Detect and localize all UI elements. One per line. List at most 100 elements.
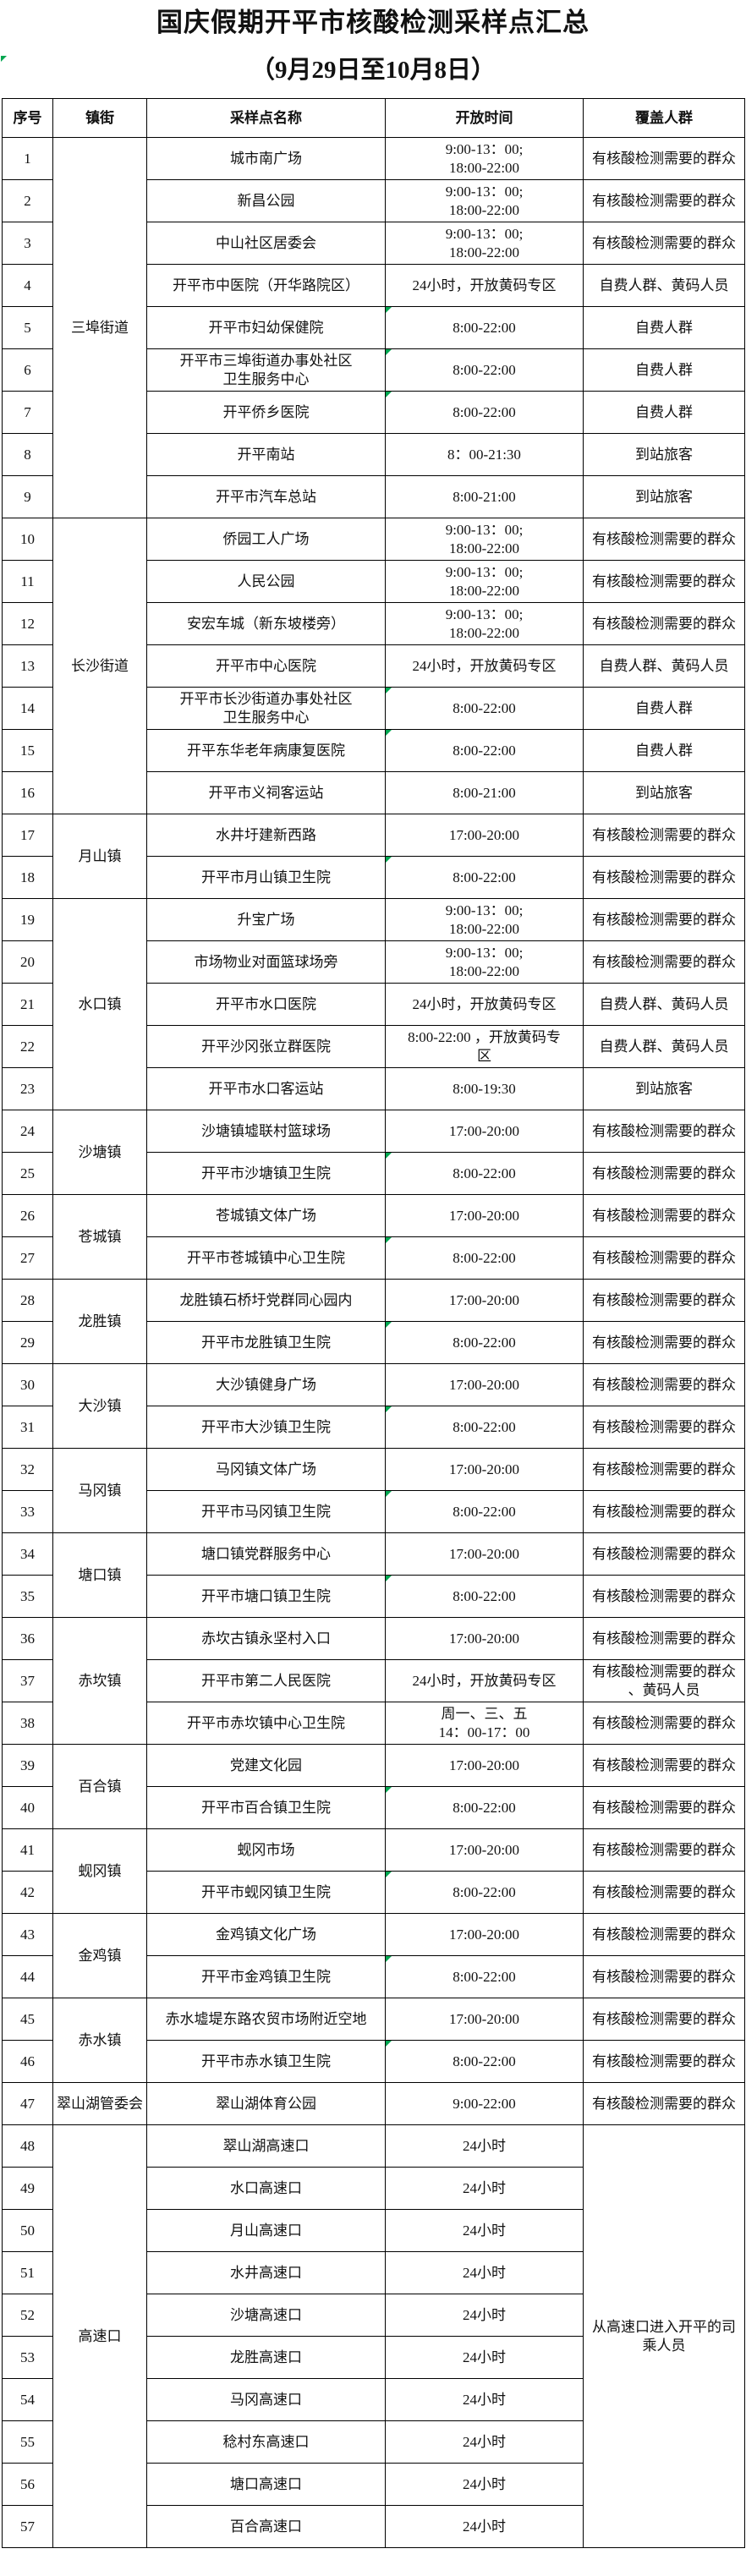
covered-group-cell: 有核酸检测需要的群众: [583, 2040, 745, 2083]
cell-text-line: 卫生服务中心: [222, 370, 310, 387]
open-time-cell: 24小时，开放黄码专区: [385, 1659, 584, 1702]
site-name-cell: 新昌公园: [146, 179, 386, 222]
town-cell: 龙胜镇: [52, 1279, 147, 1364]
cell-text-line: 有核酸检测需要的群众: [592, 1503, 736, 1520]
index-cell: 33: [2, 1490, 53, 1533]
cell-text-line: 有核酸检测需要的群众: [592, 2053, 736, 2069]
cell-text-line: 9:00-13：00;: [445, 902, 524, 918]
cell-text-line: 马冈镇文体广场: [216, 1461, 316, 1477]
index-cell: 40: [2, 1786, 53, 1829]
cell-text-line: 9:00-13：00;: [445, 944, 524, 961]
column-header-site-name: 采样点名称: [146, 98, 386, 138]
index-cell: 7: [2, 391, 53, 434]
site-name-cell: 沙塘高速口: [146, 2294, 386, 2337]
cell-text-line: 有核酸检测需要的群众: [592, 1376, 736, 1393]
table-row: 56 塘口高速口 24小时: [2, 2463, 745, 2506]
open-time-cell: 9:00-22:00: [385, 2082, 584, 2125]
cell-text-line: 乘人员: [642, 2337, 686, 2354]
cell-text-line: 有核酸检测需要的群众: [592, 1291, 736, 1308]
open-time-cell: 24小时: [385, 2124, 584, 2168]
cell-text-line: 中山社区居委会: [216, 234, 316, 251]
cell-text-line: 8:00-22:00: [453, 319, 516, 336]
table-row: 40 开平市百合镇卫生院 8:00-22:00 有核酸检测需要的群众: [2, 1786, 745, 1829]
index-cell: 21: [2, 983, 53, 1026]
page-title: 国庆假期开平市核酸检测采样点汇总: [156, 8, 590, 37]
cell-text-line: 有核酸检测需要的群众: [592, 1545, 736, 1562]
cell-text-line: 大沙镇健身广场: [216, 1376, 316, 1393]
index-cell: 47: [2, 2082, 53, 2125]
open-time-cell: 9:00-13：00; 18:00-22:00: [385, 602, 584, 645]
covered-group-cell: 有核酸检测需要的群众: [583, 179, 745, 222]
cell-text-line: 18:00-22:00: [448, 540, 520, 556]
index-cell: 13: [2, 644, 53, 688]
site-name-cell: 开平市塘口镇卫生院: [146, 1575, 386, 1618]
covered-group-cell: 自费人群: [583, 391, 745, 434]
cell-text-line: 24小时: [463, 2391, 506, 2408]
site-name-cell: 开平市月山镇卫生院: [146, 856, 386, 899]
cell-text-line: 有核酸检测需要的群众: [592, 1841, 736, 1858]
cell-text-line: 新昌公园: [237, 192, 295, 209]
covered-group-cell: 到站旅客: [583, 433, 745, 476]
table-row: 5 开平市妇幼保健院 8:00-22:00 自费人群: [2, 306, 745, 349]
site-name-cell: 水井圩建新西路: [146, 814, 386, 857]
open-time-cell: 17:00-20:00: [385, 1532, 584, 1576]
cell-text-line: 开平市义祠客运站: [208, 784, 324, 801]
cell-text-line: 自费人群、黄码人员: [599, 657, 729, 674]
cell-text-line: 赤水墟堤东路农贸市场附近空地: [165, 2010, 367, 2027]
covered-group-cell: 有核酸检测需要的群众: [583, 1321, 745, 1364]
cell-text-line: 开平市赤坎镇中心卫生院: [187, 1714, 345, 1731]
cell-text-line: 9:00-13：00;: [445, 225, 524, 242]
open-time-cell: 17:00-20:00: [385, 1448, 584, 1491]
cell-text-line: 17:00-20:00: [448, 1122, 520, 1139]
column-header-town: 镇街: [52, 98, 147, 138]
cell-text-line: 赤坎古镇永坚村入口: [201, 1630, 331, 1647]
cell-text-line: 水口高速口: [230, 2179, 302, 2196]
cell-text-line: 24小时，开放黄码专区: [412, 277, 557, 293]
open-time-cell: 24小时: [385, 2378, 584, 2421]
covered-group-cell: 有核酸检测需要的群众: [583, 1363, 745, 1406]
town-cell: 金鸡镇: [52, 1913, 147, 1998]
covered-group-merged-cell: 从高速口进入开平的司 乘人员: [583, 2124, 745, 2548]
cell-text-line: 开平市赤水镇卫生院: [201, 2053, 331, 2069]
index-cell: 11: [2, 560, 53, 603]
cell-text-line: 开平市汽车总站: [216, 488, 316, 505]
index-cell: 54: [2, 2378, 53, 2421]
cell-text-line: 18:00-22:00: [448, 624, 520, 641]
cell-text-line: 有核酸检测需要的群众: [592, 2010, 736, 2027]
town-cell: 马冈镇: [52, 1448, 147, 1533]
green-corner-marker-icon: [386, 1576, 392, 1581]
index-cell: 20: [2, 940, 53, 984]
cell-text-line: 月山高速口: [230, 2222, 302, 2239]
table-row: 23 开平市水口客运站 8:00-19:30 到站旅客: [2, 1067, 745, 1110]
site-name-cell: 赤水墟堤东路农贸市场附近空地: [146, 1998, 386, 2041]
town-cell: 月山镇: [52, 814, 147, 899]
green-corner-marker-icon: [386, 307, 392, 313]
covered-group-cell: 有核酸检测需要的群众: [583, 1913, 745, 1956]
site-name-cell: 开平市马冈镇卫生院: [146, 1490, 386, 1533]
table-row: 22 开平沙冈张立群医院 8:00-22:00 ，开放黄码专区自费人群、黄码人员: [2, 1025, 745, 1068]
table-row: 55 稔村东高速口 24小时: [2, 2420, 745, 2464]
site-name-cell: 龙胜高速口: [146, 2336, 386, 2379]
index-cell: 36: [2, 1617, 53, 1660]
cell-text-line: 有核酸检测需要的群众: [592, 1926, 736, 1943]
cell-text-line: 有核酸检测需要的群众: [592, 1663, 736, 1680]
town-cell: 翠山湖管委会: [52, 2082, 147, 2125]
covered-group-cell: 自费人群、黄码人员: [583, 1025, 745, 1068]
cell-text-line: 开平市中心医院: [216, 657, 316, 674]
table-row: 51 水井高速口 24小时: [2, 2251, 745, 2294]
column-header-index: 序号: [2, 98, 53, 138]
cell-text-line: 8:00-21:00: [453, 784, 516, 801]
open-time-cell: 9:00-13：00; 18:00-22:00: [385, 560, 584, 603]
cell-text-line: 18:00-22:00: [448, 962, 520, 979]
cell-text-line: 有核酸检测需要的群众: [592, 953, 736, 970]
cell-text-line: 有核酸检测需要的群众: [592, 1757, 736, 1773]
open-time-cell: 8:00-22:00: [385, 729, 584, 772]
site-name-cell: 开平市中心医院: [146, 644, 386, 688]
site-name-cell: 开平南站: [146, 433, 386, 476]
open-time-cell: 8:00-22:00 ，开放黄码专区: [385, 1025, 584, 1068]
cell-text-line: 24小时，开放黄码专区: [412, 1672, 557, 1689]
cell-text-line: 24小时: [463, 2433, 506, 2450]
cell-text-line: 8:00-22:00: [453, 1799, 516, 1816]
site-name-cell: 开平市水口客运站: [146, 1067, 386, 1110]
